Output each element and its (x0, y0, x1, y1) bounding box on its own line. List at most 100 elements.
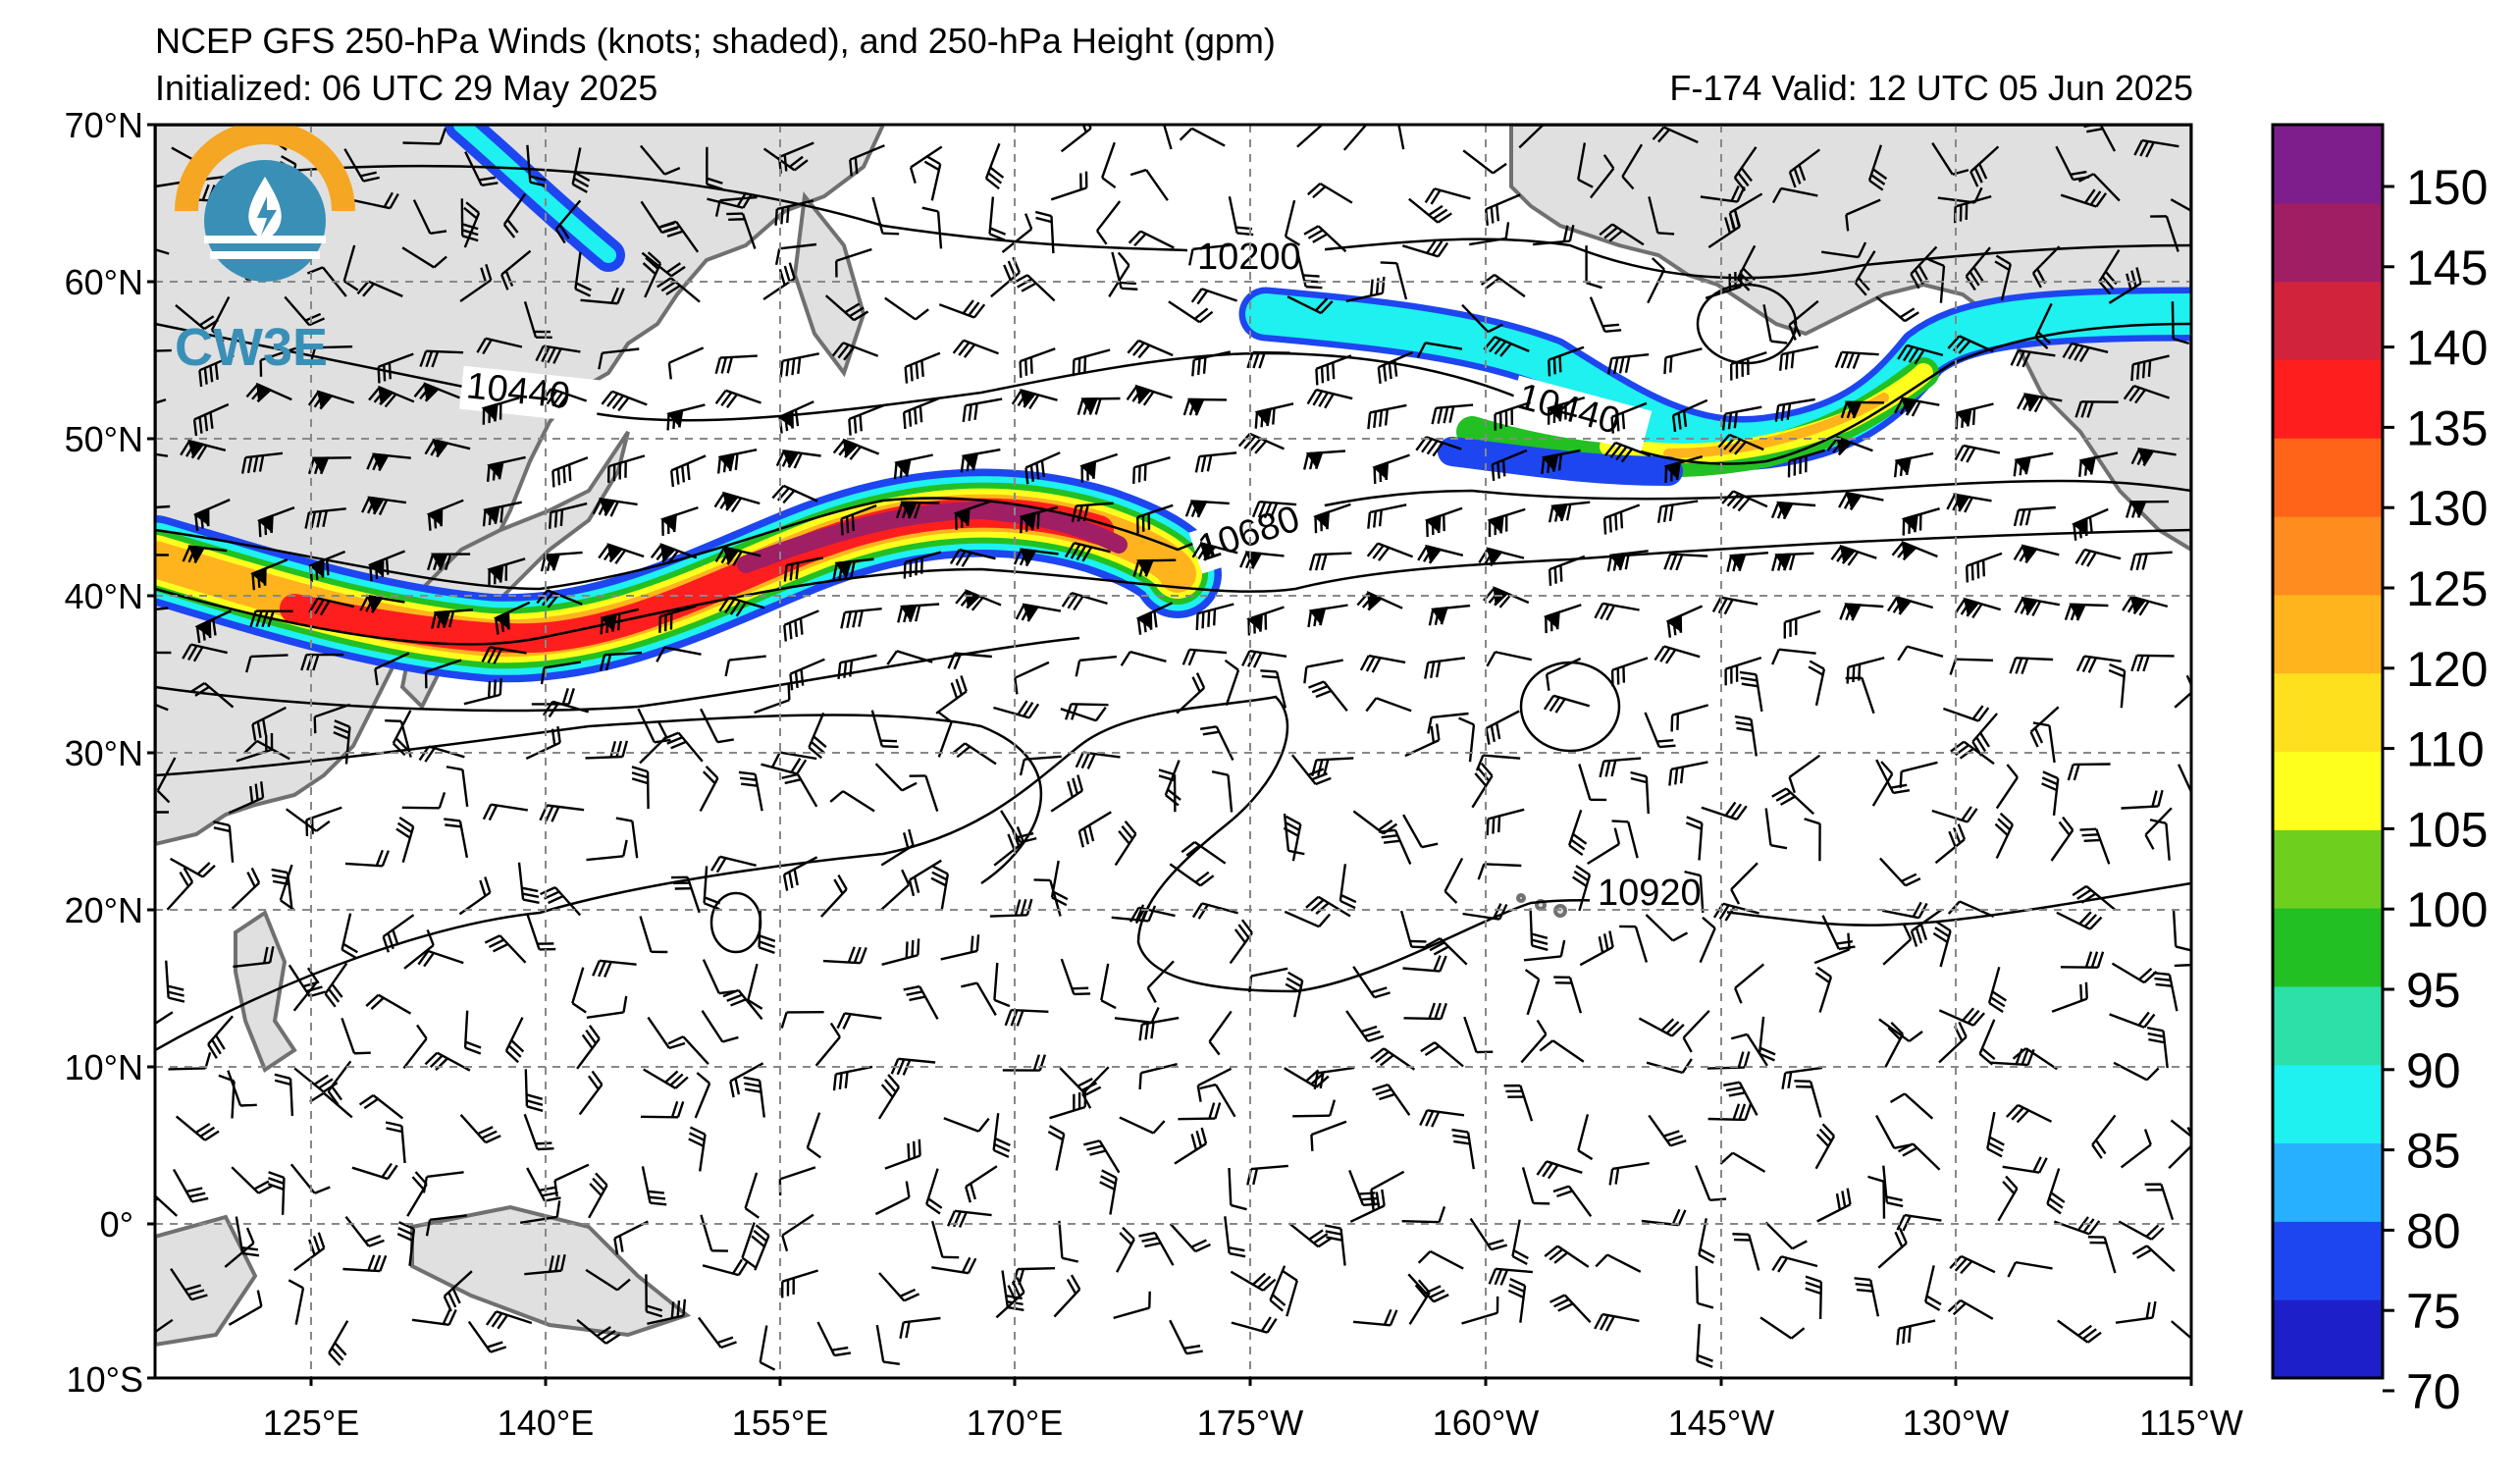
colorbar-segment (2273, 1299, 2383, 1379)
lat-label: 20°N (65, 890, 143, 930)
wind-barb (1572, 865, 1592, 912)
land-borneo (155, 1214, 258, 1348)
wind-barb (1520, 1019, 1548, 1064)
wind-barb (288, 1279, 305, 1325)
wind-barb (1372, 453, 1410, 485)
colorbar-tick-label: 135 (2406, 400, 2488, 455)
wind-barb (775, 449, 821, 469)
colorbar-segment (2273, 281, 2383, 360)
wind-barb (1654, 645, 1701, 664)
wind-barb (313, 703, 350, 734)
wind-barb (1682, 1009, 1710, 1053)
wind-barb (1695, 1265, 1714, 1309)
wind-barb (1302, 450, 1345, 470)
wind-barb (1315, 354, 1352, 386)
wind-barb (1246, 350, 1290, 369)
wind-barb (417, 949, 464, 968)
wind-barb (576, 1025, 601, 1070)
wind-barb (875, 1324, 900, 1365)
wind-barb (250, 558, 289, 591)
wind-barb (353, 191, 399, 210)
wind-barb (1191, 541, 1238, 561)
wind-barb (1349, 1189, 1386, 1223)
wind-barb (486, 455, 526, 482)
wind-barb (881, 938, 920, 966)
wind-barb (1568, 809, 1588, 857)
wind-barb (992, 1113, 1011, 1158)
wind-barb (1814, 1123, 1836, 1170)
wind-barb (1511, 1219, 1529, 1266)
wind-barb (1543, 604, 1582, 634)
wind-barb (481, 646, 527, 664)
gridlines (155, 125, 2191, 1378)
wind-barb (2122, 595, 2169, 616)
wind-barb (542, 700, 590, 718)
wind-barb (1485, 193, 1521, 226)
wind-barb (870, 710, 899, 749)
wind-barb (419, 349, 464, 368)
colorbar-segment (2273, 1221, 2383, 1300)
wind-barb (2067, 763, 2111, 781)
wind-barb (1732, 1233, 1760, 1271)
wind-barb (1652, 126, 1699, 144)
wind-barb (1237, 432, 1285, 454)
wind-barb (554, 199, 582, 244)
wind-barb (1548, 501, 1591, 523)
wind-barb (2007, 1260, 2053, 1278)
wind-barb (947, 652, 992, 670)
wind-barb (909, 774, 939, 812)
wind-barb (1379, 828, 1412, 865)
wind-barb (2013, 544, 2060, 564)
wind-barb (358, 1093, 404, 1120)
colorbar-tick-label: 130 (2406, 481, 2488, 536)
wind-barb (1181, 840, 1227, 865)
wind-barb (965, 1165, 998, 1203)
wind-barb (1656, 500, 1699, 523)
wind-barb (631, 766, 650, 810)
wind-barb (659, 220, 700, 253)
wind-barb (467, 1320, 507, 1353)
wind-barb (1001, 213, 1033, 253)
wind-barb (1671, 398, 1708, 433)
wind-barb (831, 342, 879, 361)
wind-barb (641, 251, 686, 278)
wind-barb (251, 706, 287, 741)
wind-barb (2115, 1300, 2157, 1324)
wind-barb (2144, 1183, 2175, 1221)
wind-barb (2121, 789, 2164, 810)
wind-barb (1401, 238, 1449, 258)
wind-barb (895, 501, 940, 519)
wind-barb (2130, 354, 2170, 382)
lightning-icon (257, 196, 277, 236)
wind-barb (1954, 597, 2002, 619)
wind-barb (1721, 405, 1762, 431)
wind-barb (401, 791, 446, 810)
wind-barb (1229, 919, 1253, 965)
wind-barb (658, 605, 697, 633)
wind-barb (698, 1316, 737, 1350)
wind-barb (1283, 813, 1305, 856)
wind-barb (1606, 550, 1649, 572)
wind-barb (940, 934, 980, 961)
wind-barb (2174, 962, 2191, 968)
land-philippines (234, 909, 297, 1074)
wind-barb (1723, 1081, 1759, 1116)
wind-barb (1894, 397, 1940, 417)
wind-barb (2062, 342, 2109, 363)
wind-barb (1946, 493, 1992, 513)
lat-label: 60°N (65, 262, 143, 302)
wind-barb (988, 196, 1007, 241)
wind-barb (1965, 246, 1991, 291)
wind-barb (586, 995, 628, 1019)
wind-barb (699, 766, 719, 812)
wind-barb (172, 1168, 209, 1203)
wind-barb (412, 199, 447, 236)
wind-barb (293, 1232, 326, 1272)
wind-barb (908, 859, 942, 897)
lat-axis: 70°N 60°N 50°N 40°N 30°N 20°N 10°N 0° 10… (65, 105, 155, 1400)
wind-barb (487, 557, 526, 586)
wind-barb (1402, 955, 1447, 973)
wind-barb (240, 451, 284, 474)
lat-label: 0° (100, 1204, 133, 1245)
wind-barb (694, 1072, 711, 1119)
